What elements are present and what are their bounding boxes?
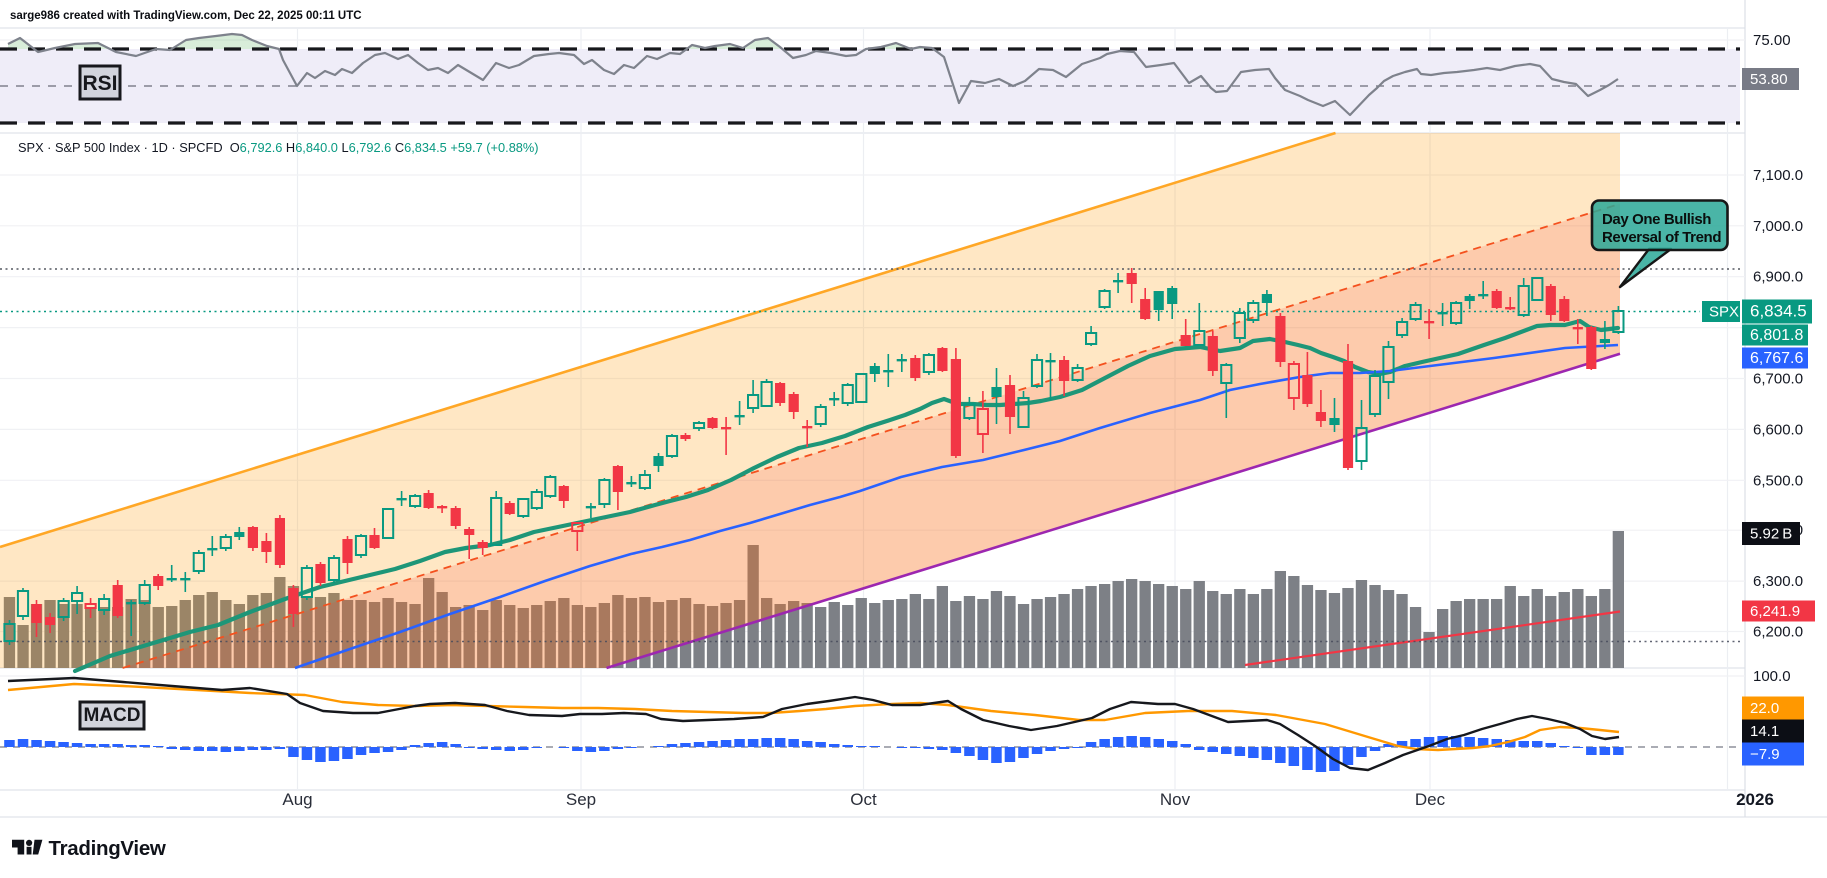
- svg-text:22.0: 22.0: [1750, 700, 1779, 717]
- svg-text:5.92 B: 5.92 B: [1750, 526, 1792, 543]
- svg-text:6,767.6: 6,767.6: [1750, 350, 1803, 367]
- svg-text:7,000.0: 7,000.0: [1753, 218, 1803, 235]
- svg-text:sarge986 created with TradingV: sarge986 created with TradingView.com, D…: [10, 10, 362, 22]
- svg-text:6,700.0: 6,700.0: [1753, 371, 1803, 388]
- svg-text:Aug: Aug: [282, 790, 312, 809]
- svg-text:−7.9: −7.9: [1750, 746, 1780, 763]
- svg-text:Nov: Nov: [1160, 790, 1191, 809]
- svg-text:6,834.5: 6,834.5: [1750, 302, 1807, 321]
- svg-text:6,241.9: 6,241.9: [1750, 603, 1800, 620]
- svg-text:MACD: MACD: [84, 705, 141, 726]
- svg-text:53.80: 53.80: [1750, 71, 1788, 88]
- svg-text:SPX · S&P 500 Index · 1D · SPC: SPX · S&P 500 Index · 1D · SPCFD O6,792.…: [18, 140, 539, 155]
- svg-text:6,500.0: 6,500.0: [1753, 472, 1803, 489]
- svg-text:Reversal of Trend: Reversal of Trend: [1602, 229, 1721, 246]
- svg-text:6,300.0: 6,300.0: [1753, 573, 1803, 590]
- svg-text:2026: 2026: [1736, 790, 1774, 809]
- svg-text:100.0: 100.0: [1753, 668, 1791, 685]
- svg-text:6,801.8: 6,801.8: [1750, 327, 1803, 344]
- svg-text:6,900.0: 6,900.0: [1753, 269, 1803, 286]
- svg-text:Dec: Dec: [1415, 790, 1446, 809]
- svg-text:7,100.0: 7,100.0: [1753, 167, 1803, 184]
- svg-text:Sep: Sep: [566, 790, 596, 809]
- svg-text:14.1: 14.1: [1750, 723, 1779, 740]
- svg-text:SPX: SPX: [1709, 304, 1739, 321]
- svg-text:Day One Bullish: Day One Bullish: [1602, 211, 1711, 228]
- svg-text:RSI: RSI: [82, 72, 117, 95]
- svg-text:TradingView: TradingView: [49, 837, 166, 860]
- svg-text:Oct: Oct: [850, 790, 877, 809]
- svg-text:75.00: 75.00: [1753, 32, 1791, 49]
- svg-text:6,200.0: 6,200.0: [1753, 624, 1803, 641]
- svg-text:6,600.0: 6,600.0: [1753, 421, 1803, 438]
